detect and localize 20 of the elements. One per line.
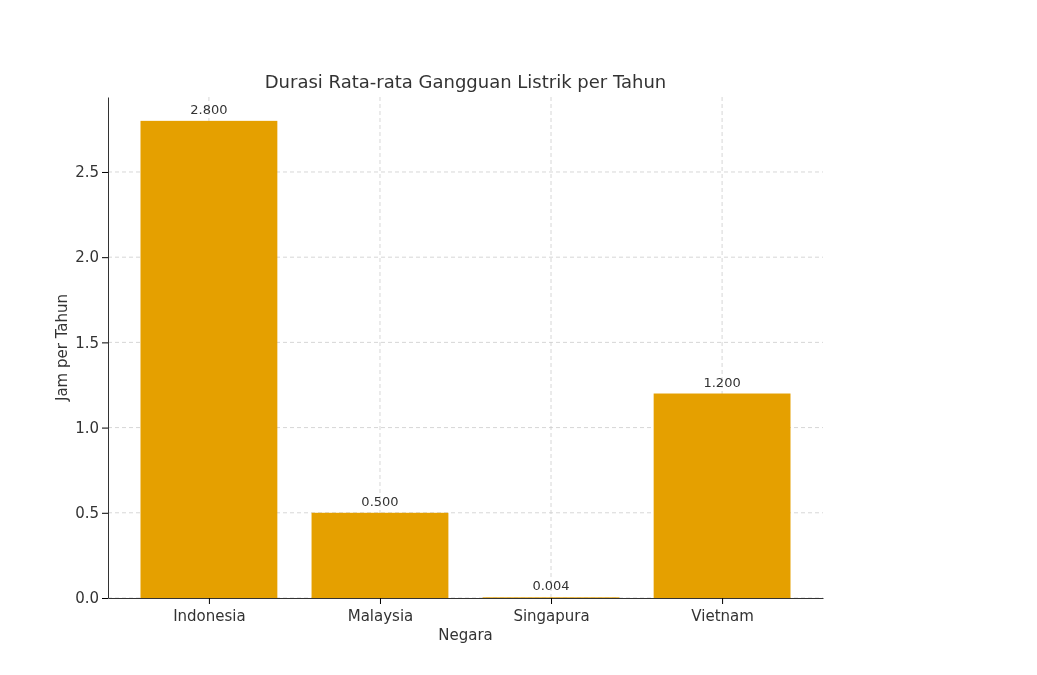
data-label: 0.500 xyxy=(361,493,399,509)
bar xyxy=(140,120,278,598)
data-label: 1.200 xyxy=(703,374,741,390)
data-label: 0.004 xyxy=(532,578,570,594)
y-tick-label: 2.0 xyxy=(75,248,99,267)
y-tick-label: 1.5 xyxy=(75,333,99,352)
x-axis-title: Negara xyxy=(438,626,493,644)
y-tick-label: 1.0 xyxy=(75,418,99,437)
bar xyxy=(653,393,791,598)
data-label: 2.800 xyxy=(190,101,228,117)
y-axis-title: Jam per Tahun xyxy=(53,293,71,403)
bar xyxy=(311,512,449,598)
chart-title: Durasi Rata-rata Gangguan Listrik per Tahun xyxy=(264,71,667,92)
x-tick-label: Singapura xyxy=(513,606,590,625)
x-tick-label: Malaysia xyxy=(347,606,414,625)
x-tick-label: Vietnam xyxy=(691,606,754,625)
x-tick-label: Indonesia xyxy=(173,606,246,625)
y-tick-label: 2.5 xyxy=(75,163,99,182)
y-tick-label: 0.0 xyxy=(75,589,99,608)
y-tick-label: 0.5 xyxy=(75,504,99,523)
